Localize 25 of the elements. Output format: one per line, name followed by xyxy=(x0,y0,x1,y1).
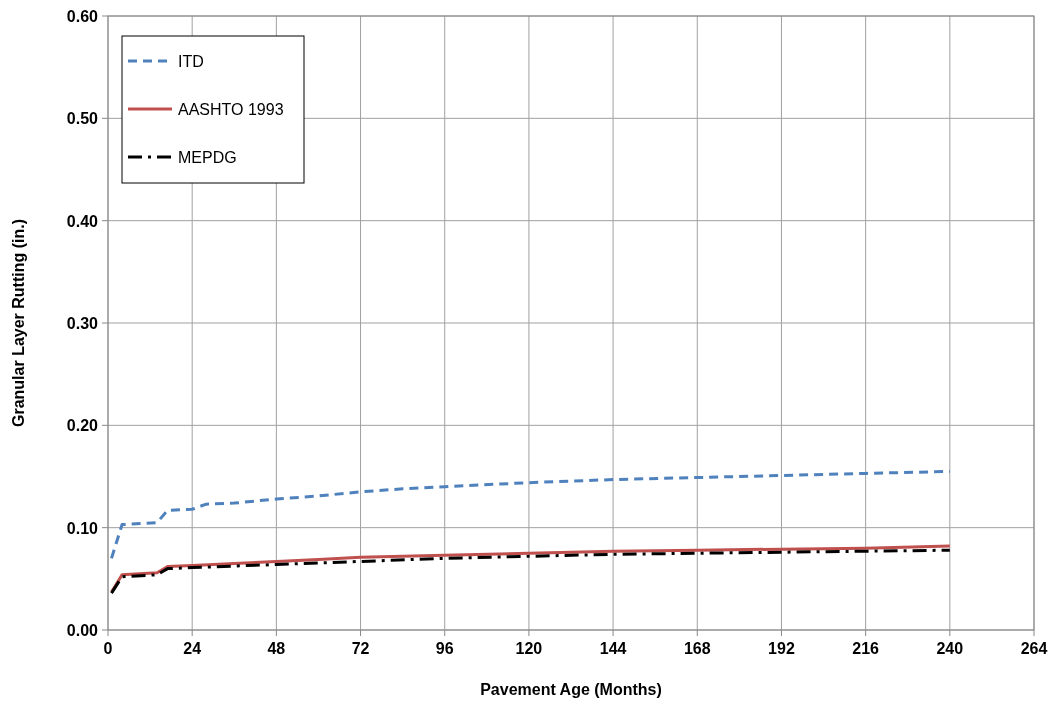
y-tick-label: 0.60 xyxy=(66,8,99,25)
line-series xyxy=(110,469,952,560)
x-tick-label: 192 xyxy=(768,640,795,657)
y-tick-label: 0.00 xyxy=(66,622,99,639)
x-axis-title: Pavement Age (Months) xyxy=(480,681,662,698)
x-tick-label: 96 xyxy=(435,640,454,657)
x-tick-label: 168 xyxy=(683,640,711,657)
x-tick-label: 264 xyxy=(1020,640,1048,657)
x-tick-label: 120 xyxy=(515,640,543,657)
legend-label: AASHTO 1993 xyxy=(178,101,284,118)
y-tick-label: 0.10 xyxy=(66,519,99,537)
x-tick-label: 72 xyxy=(351,640,370,657)
x-tick-label: 48 xyxy=(267,640,286,657)
x-tick-label: 24 xyxy=(183,640,202,657)
y-tick-label: 0.50 xyxy=(66,110,99,128)
y-tick-label: 0.30 xyxy=(66,315,99,332)
x-tick-label: 0 xyxy=(103,640,113,657)
y-tick-label: 0.20 xyxy=(66,417,99,435)
x-tick-label: 240 xyxy=(936,640,964,657)
x-tick-label: 144 xyxy=(599,640,627,657)
legend-label: MEPDG xyxy=(178,149,237,166)
y-tick-label: 0.40 xyxy=(66,212,99,230)
y-axis-title: Granular Layer Rutting (in.) xyxy=(10,218,27,428)
legend-label: ITD xyxy=(178,53,204,70)
x-tick-label: 216 xyxy=(852,640,880,657)
